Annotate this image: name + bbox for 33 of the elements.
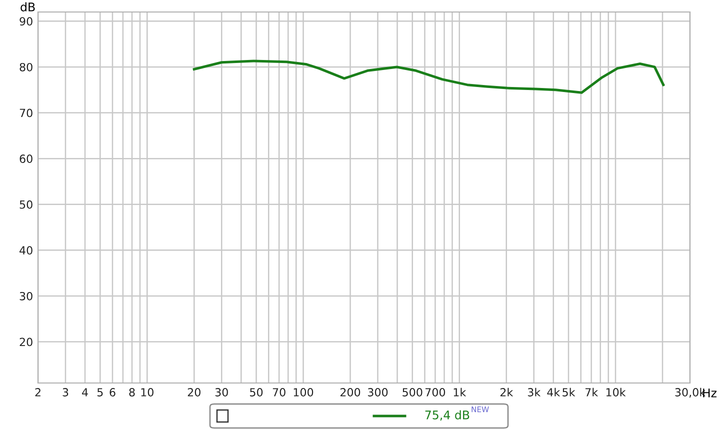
x-tick-label: 30 bbox=[215, 388, 228, 396]
x-tick-label: 2k bbox=[500, 388, 514, 396]
x-tick-label: 50 bbox=[250, 388, 263, 396]
y-axis-title: dB bbox=[20, 2, 35, 12]
x-tick-label: 10k bbox=[606, 388, 626, 396]
x-tick-label: 10 bbox=[141, 388, 154, 396]
y-tick-label: 40 bbox=[20, 246, 32, 255]
x-tick-label: 200 bbox=[340, 388, 360, 396]
x-tick-label: 4 bbox=[82, 388, 88, 396]
x-tick-label: 20 bbox=[188, 388, 200, 396]
x-tick-label: 300 bbox=[368, 388, 388, 396]
x-tick-label: 7k bbox=[585, 388, 598, 396]
x-tick-label: 3k bbox=[528, 388, 541, 396]
x-tick-label: 1k bbox=[454, 388, 466, 396]
y-tick-label: 50 bbox=[20, 200, 32, 209]
x-tick-label: 2 bbox=[35, 388, 40, 396]
y-tick-label: 70 bbox=[20, 108, 32, 118]
y-tick-label: 90 bbox=[20, 17, 32, 26]
text: 75,4 dB bbox=[425, 410, 470, 421]
x-tick-label: 6 bbox=[110, 388, 116, 396]
y-tick-label: 20 bbox=[20, 338, 32, 346]
x-tick-label: 100 bbox=[294, 388, 314, 396]
x-tick-label: 500 bbox=[402, 388, 422, 396]
x-tick-label: 8 bbox=[129, 388, 135, 396]
x-tick-label: 5 bbox=[97, 388, 103, 396]
x-tick-label: 3 bbox=[62, 388, 68, 396]
y-tick-label: 60 bbox=[20, 154, 32, 163]
x-tick-label: 5k bbox=[562, 388, 576, 396]
x-tick-label: 700 bbox=[426, 388, 446, 396]
x-tick-label: 4k bbox=[547, 388, 560, 396]
y-tick-label: 30 bbox=[20, 292, 32, 300]
x-tick-label: 70 bbox=[272, 388, 286, 396]
y-tick-label: 80 bbox=[20, 62, 32, 72]
